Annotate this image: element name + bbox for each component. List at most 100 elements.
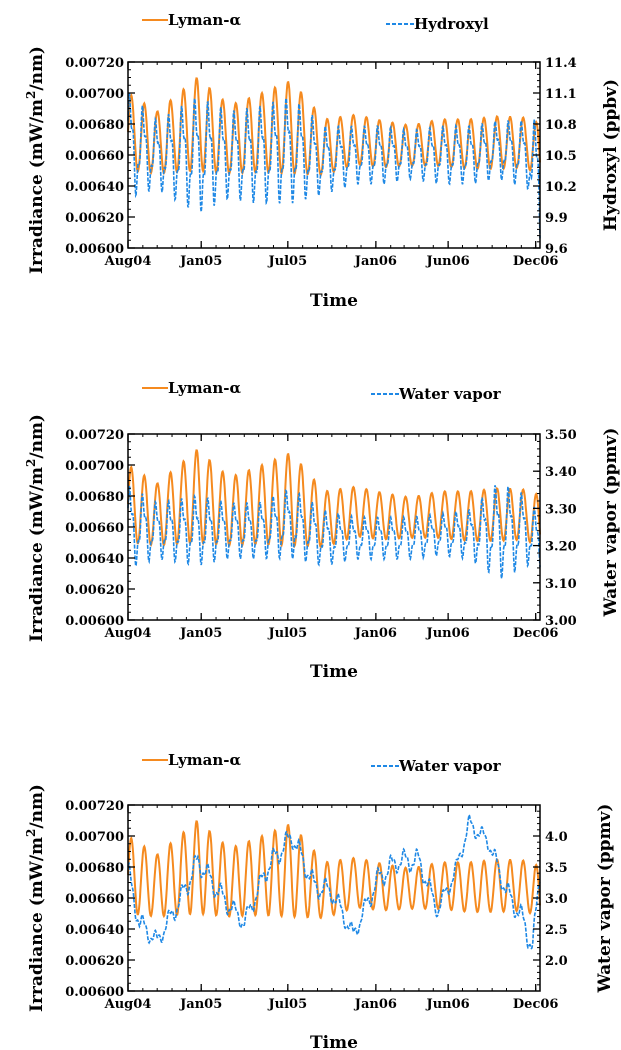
y-axis-right: 9.6 9.9 10.2 10.5 10.8 11.1 11.4 [533,56,577,257]
y-right-tick-label: 2.0 [545,954,568,969]
x-axis-title: Time [310,291,358,311]
y-left-tick-label: 0.00640 [65,923,124,938]
y-right-tick-label: 3.40 [545,465,577,480]
y-right-tick-label: 3.30 [545,502,577,517]
y-axis-left-title: Irradiance (mW/m2/nm) [24,784,47,1012]
y-left-tick-label: 0.00720 [65,428,124,443]
y-axis-left: 0.00600 0.00620 0.00640 0.00660 0.00680 0.007… [65,799,135,1000]
y-left-tick-label: 0.00640 [65,552,124,567]
series-line-lyman [127,449,541,549]
y-left-tick-label: 0.00660 [65,521,124,536]
legend-label-lyman: Lyman-α [168,11,241,29]
x-axis: Aug04 Jan05 Jul05 Jan06 Jun06 Dec06 [104,805,559,1012]
x-tick-label: Jul05 [268,997,308,1012]
x-axis: Aug04 Jan05 Jul05 Jan06 Jun06 Dec06 [104,434,559,641]
y-axis-left: 0.00600 0.00620 0.00640 0.00660 0.00680 0.007… [65,428,135,629]
y-right-tick-label: 10.2 [545,180,577,195]
y-left-tick-label: 0.00680 [65,861,124,876]
legend: Lyman-α Hydroxyl [142,11,489,33]
legend-label-second: Water vapor [398,385,502,403]
y-left-tick-label: 0.00600 [65,985,124,1000]
y-axis-right-title: Water vapor (ppmv) [595,804,615,994]
plot-frame [127,804,541,992]
x-tick-label: Jun06 [426,254,470,269]
y-left-tick-label: 0.00720 [65,799,124,814]
x-tick-label: Dec06 [513,254,559,269]
x-tick-label: Jan06 [354,997,397,1012]
x-axis-title: Time [310,662,358,682]
y-left-tick-label: 0.00680 [65,490,124,505]
y-left-tick-label: 0.00700 [65,830,124,845]
y-axis-right-title: Hydroxyl (ppbv) [601,79,621,231]
y-left-tick-label: 0.00680 [65,118,124,133]
plot-area [127,812,541,950]
y-axis-left-title: Irradiance (mW/m2/nm) [24,414,47,642]
legend-label-lyman: Lyman-α [168,379,241,397]
legend-label-second: Hydroxyl [414,15,489,33]
x-tick-label: Jan05 [179,997,222,1012]
panel-water-vapor-2: Lyman-α Water vapor Aug04 Jan05 Jul05 Jan06… [24,751,615,1050]
y-axis-right-title: Water vapor (ppmv) [601,428,621,618]
x-axis: Aug04 Jan05 Jul05 Jan06 Jun06 Dec06 [104,62,559,269]
x-tick-label: Jul05 [268,254,308,269]
y-left-tick-label: 0.00700 [65,87,124,102]
y-axis-right: 2.0 2.5 3.0 3.5 4.0 [533,804,568,992]
y-axis-right: 3.00 3.10 3.20 3.30 3.40 3.50 [533,428,577,629]
y-right-tick-label: 10.8 [545,118,577,133]
y-left-tick-label: 0.00600 [65,242,124,257]
series-line-second [127,92,541,239]
legend-label-lyman: Lyman-α [168,751,241,769]
x-tick-label: Jan05 [179,626,222,641]
y-right-tick-label: 3.00 [545,614,577,629]
series-line-second [127,485,541,579]
y-left-tick-label: 0.00620 [65,583,124,598]
x-tick-label: Jun06 [426,626,470,641]
x-tick-label: Jan06 [354,626,397,641]
y-left-tick-label: 0.00600 [65,614,124,629]
y-right-tick-label: 3.20 [545,540,577,555]
y-right-tick-label: 11.4 [545,56,577,71]
plot-area [127,77,541,239]
y-right-tick-label: 3.0 [545,892,568,907]
plot-frame [127,433,541,621]
x-axis-title: Time [310,1033,358,1050]
x-tick-label: Jul05 [268,626,308,641]
y-right-tick-label: 10.5 [545,149,577,164]
y-right-tick-label: 4.0 [545,830,568,845]
x-tick-label: Dec06 [513,997,559,1012]
y-right-tick-label: 3.5 [545,861,568,876]
x-tick-label: Aug04 [104,997,152,1012]
x-tick-label: Jun06 [426,997,470,1012]
y-left-tick-label: 0.00640 [65,180,124,195]
y-left-tick-label: 0.00620 [65,954,124,969]
panel-hydroxyl: Lyman-α Hydroxyl Aug04 Jan05 Jul05 Jan06 Jun… [24,11,621,311]
x-tick-label: Aug04 [104,626,152,641]
y-left-tick-label: 0.00720 [65,56,124,71]
x-tick-label: Jan06 [354,254,397,269]
plot-frame [127,61,541,249]
legend: Lyman-α Water vapor [142,379,502,403]
y-left-tick-label: 0.00660 [65,149,124,164]
y-left-tick-label: 0.00620 [65,211,124,226]
y-axis-left: 0.00600 0.00620 0.00640 0.00660 0.00680 0.007… [65,56,135,257]
y-axis-left-title: Irradiance (mW/m2/nm) [24,46,47,274]
plot-area [127,449,541,579]
panel-water-vapor-1: Lyman-α Water vapor Aug04 Jan05 Jul05 Jan06… [24,379,621,682]
series-line-lyman [127,77,541,177]
x-tick-label: Aug04 [104,254,152,269]
y-right-tick-label: 9.6 [545,242,568,257]
y-left-tick-label: 0.00660 [65,892,124,907]
y-right-tick-label: 11.1 [545,87,577,102]
y-right-tick-label: 2.5 [545,923,568,938]
x-tick-label: Jan05 [179,254,222,269]
y-right-tick-label: 9.9 [545,211,568,226]
series-line-second [127,812,541,950]
series-line-lyman [127,820,541,920]
legend: Lyman-α Water vapor [142,751,502,775]
y-right-tick-label: 3.10 [545,577,577,592]
x-tick-label: Dec06 [513,626,559,641]
legend-label-second: Water vapor [398,757,502,775]
y-left-tick-label: 0.00700 [65,459,124,474]
y-right-tick-label: 3.50 [545,428,577,443]
